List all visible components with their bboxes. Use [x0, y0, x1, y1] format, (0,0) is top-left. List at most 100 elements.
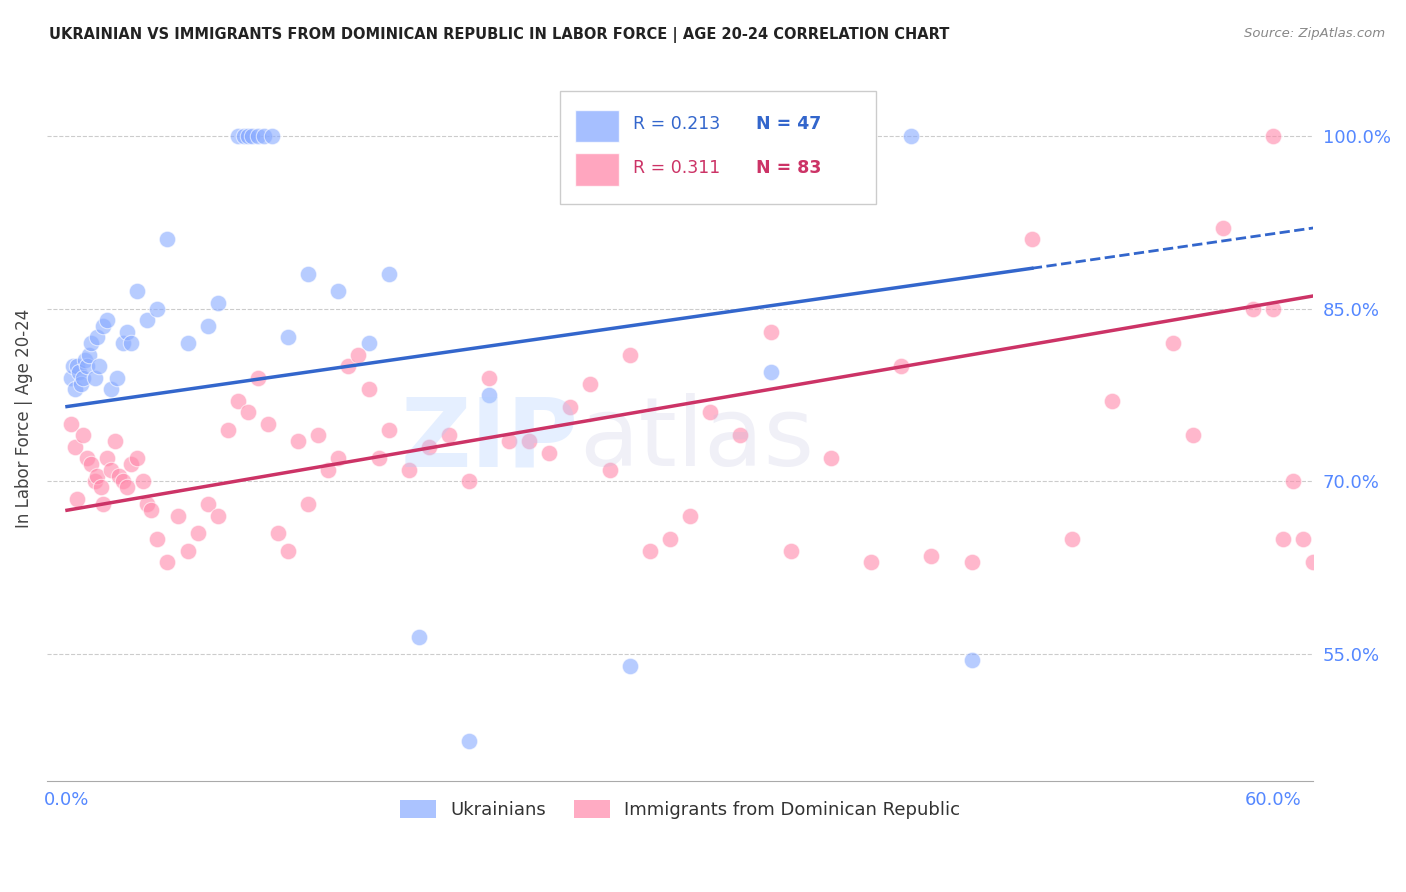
- Point: [80, 336, 103, 351]
- Point: [96, 313, 118, 327]
- Point: [377, 423, 399, 437]
- Point: [100, 463, 122, 477]
- Point: [253, 128, 276, 143]
- Point: [1021, 232, 1043, 246]
- Text: ZIP: ZIP: [401, 393, 579, 486]
- Point: [132, 475, 155, 489]
- Point: [63, 440, 86, 454]
- Point: [197, 498, 219, 512]
- Point: [197, 318, 219, 333]
- Point: [246, 128, 269, 143]
- Point: [1302, 555, 1324, 569]
- Point: [307, 428, 329, 442]
- Point: [287, 434, 309, 449]
- Point: [127, 285, 149, 299]
- Text: Source: ZipAtlas.com: Source: ZipAtlas.com: [1244, 27, 1385, 40]
- Point: [1282, 475, 1305, 489]
- Point: [960, 653, 983, 667]
- Point: [267, 526, 290, 541]
- Point: [226, 393, 249, 408]
- Point: [187, 526, 209, 541]
- Point: [84, 370, 107, 384]
- Point: [257, 417, 280, 431]
- Point: [759, 325, 782, 339]
- Point: [112, 475, 135, 489]
- Point: [77, 348, 100, 362]
- Point: [538, 445, 561, 459]
- Point: [820, 451, 842, 466]
- Point: [1212, 221, 1234, 235]
- Point: [76, 359, 98, 374]
- Point: [76, 451, 98, 466]
- Point: [357, 336, 380, 351]
- Point: [458, 733, 481, 747]
- Point: [367, 451, 389, 466]
- Point: [120, 457, 142, 471]
- Point: [156, 232, 179, 246]
- Point: [1261, 128, 1284, 143]
- Point: [120, 336, 142, 351]
- Point: [66, 491, 89, 506]
- Point: [240, 128, 263, 143]
- Point: [1261, 301, 1284, 316]
- Point: [75, 353, 97, 368]
- Point: [890, 359, 912, 374]
- Point: [297, 498, 319, 512]
- Point: [84, 475, 107, 489]
- FancyBboxPatch shape: [575, 110, 619, 142]
- Point: [207, 508, 229, 523]
- Point: [67, 365, 90, 379]
- Point: [141, 503, 163, 517]
- Point: [146, 532, 169, 546]
- Point: [578, 376, 600, 391]
- Point: [80, 457, 103, 471]
- Text: N = 83: N = 83: [756, 159, 821, 177]
- Point: [328, 285, 350, 299]
- Point: [517, 434, 540, 449]
- Point: [96, 451, 118, 466]
- Point: [337, 359, 360, 374]
- Point: [297, 267, 319, 281]
- Point: [900, 128, 922, 143]
- Point: [236, 405, 259, 419]
- Point: [127, 451, 149, 466]
- Text: UKRAINIAN VS IMMIGRANTS FROM DOMINICAN REPUBLIC IN LABOR FORCE | AGE 20-24 CORRE: UKRAINIAN VS IMMIGRANTS FROM DOMINICAN R…: [49, 27, 949, 43]
- Point: [1161, 336, 1184, 351]
- Point: [176, 543, 198, 558]
- Point: [70, 376, 93, 391]
- Point: [398, 463, 420, 477]
- Point: [1312, 549, 1334, 564]
- Point: [1241, 301, 1264, 316]
- Text: atlas: atlas: [579, 393, 814, 486]
- Point: [779, 543, 801, 558]
- Point: [226, 128, 249, 143]
- Point: [408, 630, 430, 644]
- Point: [62, 359, 84, 374]
- Point: [91, 498, 114, 512]
- Point: [1101, 393, 1123, 408]
- Point: [72, 428, 94, 442]
- Point: [318, 463, 340, 477]
- Point: [86, 330, 108, 344]
- Point: [60, 370, 83, 384]
- Point: [63, 382, 86, 396]
- Point: [277, 543, 299, 558]
- FancyBboxPatch shape: [560, 92, 876, 204]
- Point: [699, 405, 721, 419]
- Point: [357, 382, 380, 396]
- Point: [1272, 532, 1295, 546]
- Point: [619, 658, 641, 673]
- Y-axis label: In Labor Force | Age 20-24: In Labor Force | Age 20-24: [15, 309, 32, 528]
- Point: [638, 543, 661, 558]
- Point: [104, 434, 127, 449]
- Point: [236, 128, 259, 143]
- Point: [100, 382, 122, 396]
- Point: [117, 480, 139, 494]
- Point: [377, 267, 399, 281]
- Point: [277, 330, 299, 344]
- Point: [117, 325, 139, 339]
- Point: [90, 480, 112, 494]
- Point: [232, 128, 254, 143]
- Point: [599, 463, 621, 477]
- Point: [659, 532, 682, 546]
